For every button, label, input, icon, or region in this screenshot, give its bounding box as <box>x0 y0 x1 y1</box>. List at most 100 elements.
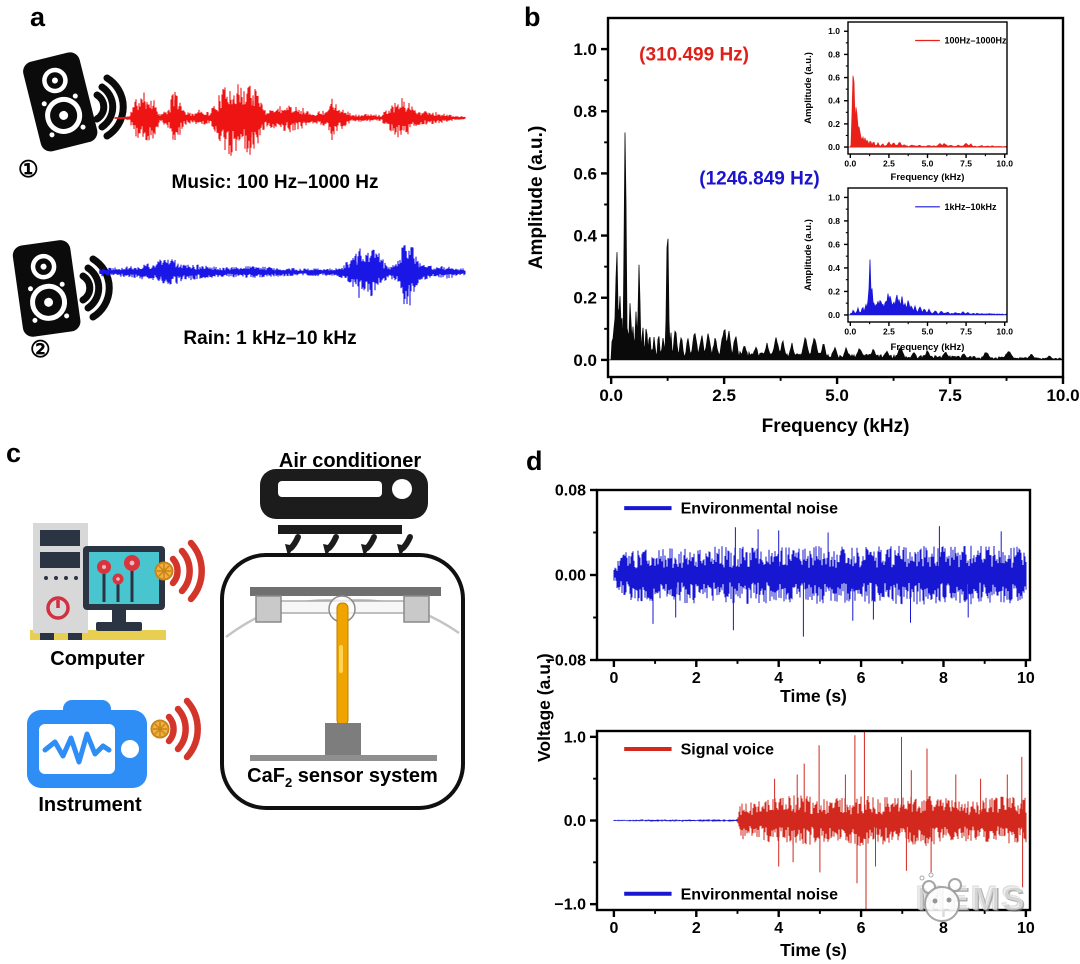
svg-text:(310.499 Hz): (310.499 Hz) <box>639 44 749 65</box>
svg-text:4: 4 <box>774 670 783 687</box>
mems-logo-icon <box>919 872 962 922</box>
svg-text:0.4: 0.4 <box>573 227 597 246</box>
svg-text:0.0: 0.0 <box>828 310 840 320</box>
panel-label-c: c <box>6 438 22 468</box>
svg-text:Time (s): Time (s) <box>780 940 847 960</box>
svg-text:0.4: 0.4 <box>828 96 840 106</box>
wifi-signal-icon <box>154 539 205 603</box>
svg-text:0.2: 0.2 <box>828 119 840 129</box>
source-number-1: ① <box>18 156 39 182</box>
svg-text:5.0: 5.0 <box>922 159 934 169</box>
sound-waves-icon <box>93 74 127 140</box>
instrument-icon <box>27 700 147 788</box>
speaker-icon <box>23 52 127 152</box>
music-waveform <box>114 84 466 156</box>
svg-text:−0.08: −0.08 <box>546 653 587 670</box>
wifi-signal-icon-2 <box>150 697 201 761</box>
svg-text:Frequency (kHz): Frequency (kHz) <box>891 342 965 353</box>
svg-text:0.6: 0.6 <box>573 164 597 183</box>
watermark: MEMS <box>916 872 1026 922</box>
svg-text:1.0: 1.0 <box>573 40 597 59</box>
svg-text:0.08: 0.08 <box>555 483 586 500</box>
svg-text:7.5: 7.5 <box>960 327 972 337</box>
svg-text:8: 8 <box>939 920 948 937</box>
panel-label-d: d <box>526 446 543 476</box>
noise-waveform-chart: 0 2 4 6 8 10 0.08 0.00 −0.08 Time (s) Environmenta… <box>546 483 1035 706</box>
speaker-body <box>12 240 81 337</box>
computer-icon <box>30 523 166 640</box>
sensor-subscript: 2 <box>284 775 293 790</box>
svg-text:0: 0 <box>609 920 618 937</box>
sound-waves-icon <box>79 255 113 321</box>
svg-text:10.0: 10.0 <box>1046 386 1079 405</box>
svg-text:0.0: 0.0 <box>844 159 856 169</box>
svg-text:10.0: 10.0 <box>996 159 1013 169</box>
svg-text:6: 6 <box>857 670 866 687</box>
svg-text:(1246.849 Hz): (1246.849 Hz) <box>699 169 819 190</box>
svg-text:Environmental noise: Environmental noise <box>681 886 838 903</box>
sensor-rest-text: sensor system <box>292 765 438 787</box>
svg-text:0.6: 0.6 <box>828 239 840 249</box>
svg-text:0.0: 0.0 <box>828 142 840 152</box>
svg-text:1.0: 1.0 <box>828 192 840 202</box>
svg-text:0.8: 0.8 <box>573 102 597 121</box>
svg-text:5.0: 5.0 <box>922 327 934 337</box>
svg-text:Environmental noise: Environmental noise <box>681 501 838 518</box>
svg-text:0.8: 0.8 <box>828 216 840 226</box>
svg-text:1.0: 1.0 <box>828 26 840 36</box>
svg-text:8: 8 <box>939 670 948 687</box>
sensor-enclosure-box: CaF2 sensor system <box>220 553 465 810</box>
svg-text:6: 6 <box>857 920 866 937</box>
svg-text:−1.0: −1.0 <box>554 897 586 914</box>
svg-text:Amplitude (a.u.): Amplitude (a.u.) <box>803 52 814 124</box>
svg-text:0.0: 0.0 <box>573 351 597 370</box>
svg-text:0.8: 0.8 <box>828 49 840 59</box>
svg-text:7.5: 7.5 <box>960 159 972 169</box>
svg-text:7.5: 7.5 <box>938 386 962 405</box>
panel-label-b: b <box>524 2 541 32</box>
inset-red-spectrum-chart: 0.0 2.5 5.0 7.5 10.0 0.0 0.2 0.4 0.6 0.8 1.0 Freque… <box>803 21 1013 183</box>
svg-text:Amplitude (a.u.): Amplitude (a.u.) <box>803 219 814 291</box>
svg-text:0.4: 0.4 <box>828 263 840 273</box>
svg-text:Frequency (kHz): Frequency (kHz) <box>762 416 910 437</box>
svg-text:5.0: 5.0 <box>825 386 849 405</box>
speaker-body <box>23 52 98 152</box>
svg-text:Frequency (kHz): Frequency (kHz) <box>891 172 965 183</box>
air-conditioner-icon <box>260 469 428 556</box>
sensor-diagram <box>225 587 460 761</box>
svg-text:2.5: 2.5 <box>883 159 895 169</box>
panel-label-a: a <box>30 2 46 32</box>
instrument-label: Instrument <box>38 794 142 816</box>
svg-text:2.5: 2.5 <box>883 327 895 337</box>
svg-text:0.2: 0.2 <box>573 289 597 308</box>
svg-text:Signal voice: Signal voice <box>681 742 774 759</box>
rain-waveform <box>99 245 466 306</box>
svg-text:10: 10 <box>1017 670 1035 687</box>
svg-text:2: 2 <box>692 670 701 687</box>
svg-text:0: 0 <box>609 670 618 687</box>
svg-text:0.00: 0.00 <box>555 568 586 585</box>
air-conditioner-label: Air conditioner <box>278 450 422 472</box>
svg-text:10: 10 <box>1017 920 1035 937</box>
computer-label: Computer <box>50 648 145 670</box>
svg-text:Amplitude (a.u.): Amplitude (a.u.) <box>526 126 547 270</box>
svg-text:2: 2 <box>692 920 701 937</box>
svg-text:0.6: 0.6 <box>828 73 840 83</box>
svg-text:0.0: 0.0 <box>564 813 586 830</box>
rain-label: Rain: 1 kHz–10 kHz <box>183 328 357 349</box>
svg-text:1kHz–10kHz: 1kHz–10kHz <box>944 202 997 212</box>
svg-text:Time (s): Time (s) <box>780 686 847 706</box>
svg-text:0.0: 0.0 <box>599 386 623 405</box>
voice-waveform-chart: 0 2 4 6 8 10 1.0 0.0 −1.0 Time (s) Signal voice Env… <box>554 729 1035 960</box>
sensor-system-label: CaF2 sensor system <box>224 765 461 790</box>
svg-text:1.0: 1.0 <box>564 729 586 746</box>
speaker-icon-2 <box>12 240 113 337</box>
spectrum-chart: 0.0 2.5 5.0 7.5 10.0 0.0 0.2 0.4 0.6 0.8 1.0 Freque… <box>526 16 1080 437</box>
sensor-caf-text: CaF <box>247 765 285 787</box>
svg-text:100Hz–1000Hz: 100Hz–1000Hz <box>944 36 1007 46</box>
svg-text:2.5: 2.5 <box>712 386 736 405</box>
source-number-2: ② <box>30 336 51 362</box>
music-label: Music: 100 Hz–1000 Hz <box>171 172 379 193</box>
svg-text:10.0: 10.0 <box>996 327 1013 337</box>
